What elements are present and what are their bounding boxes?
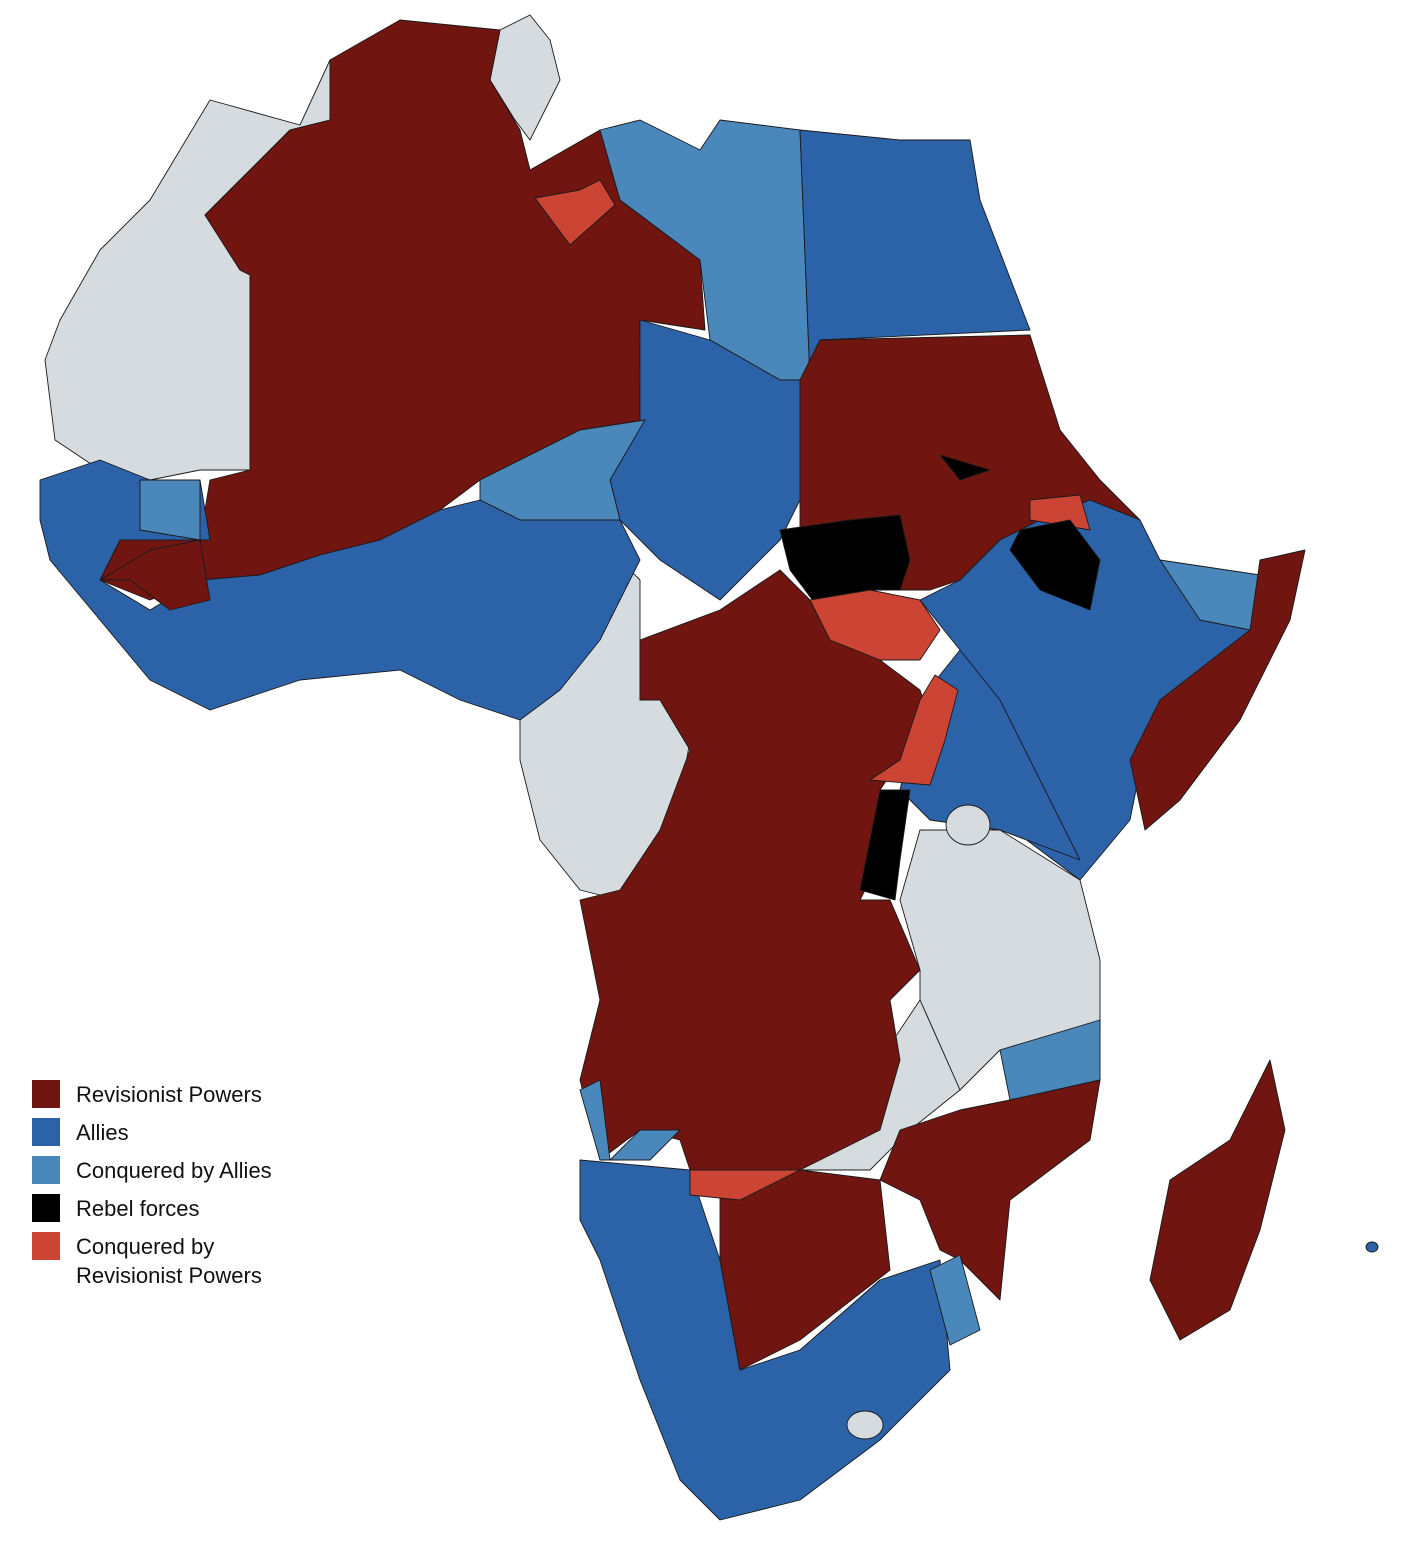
legend-label: Conquered by Allies [76,1158,272,1183]
region [1149,1059,1286,1341]
region [1365,1241,1379,1253]
legend-entry: Conquered by Revisionist Powers [32,1232,332,1290]
region [534,179,616,246]
region [99,539,211,611]
region [689,1169,801,1201]
region [1129,549,1306,831]
region [1009,519,1101,611]
region [139,479,201,541]
region-neutral [846,1410,884,1440]
legend-swatch [32,1194,60,1222]
region [1029,494,1091,531]
legend-label: Conquered by Revisionist Powers [76,1234,262,1288]
legend: Revisionist Powers Allies Conquered by All… [32,1080,332,1299]
legend-swatch [32,1232,60,1260]
legend-swatch [32,1118,60,1146]
legend-label: Revisionist Powers [76,1082,262,1107]
region [579,569,931,1181]
region [779,514,911,611]
region [939,454,991,481]
legend-label: Rebel forces [76,1196,200,1221]
legend-swatch [32,1080,60,1108]
legend-swatch [32,1156,60,1184]
legend-entry: Allies [32,1118,332,1147]
region [879,1079,1101,1301]
lake [945,804,991,846]
legend-label: Allies [76,1120,129,1145]
legend-entry: Revisionist Powers [32,1080,332,1109]
region [579,1079,681,1161]
region [859,789,911,901]
region [719,1169,891,1371]
legend-entry: Conquered by Allies [32,1156,332,1185]
region [869,674,959,786]
region [929,1254,981,1346]
legend-entry: Rebel forces [32,1194,332,1223]
region [809,589,941,661]
